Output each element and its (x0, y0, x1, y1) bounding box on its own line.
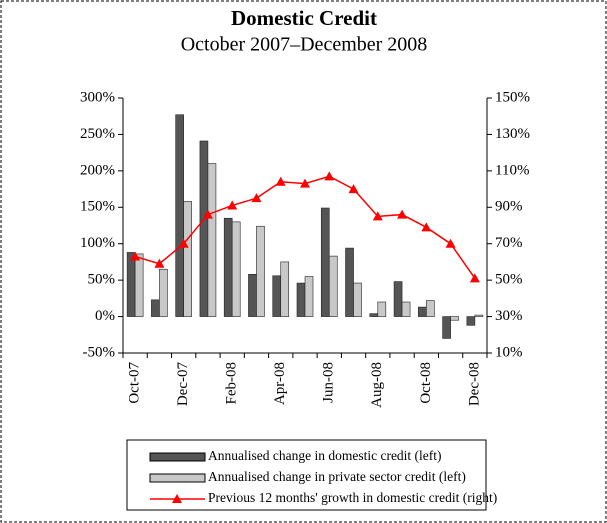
y2-tick-label: 50% (495, 272, 523, 288)
line-marker (421, 222, 432, 232)
chart-subtitle: October 2007–December 2008 (181, 34, 428, 56)
line-marker (251, 193, 262, 203)
y-tick-label: 100% (80, 235, 115, 251)
line-marker (397, 209, 408, 219)
bar (223, 217, 233, 317)
bar (353, 282, 362, 317)
bar (377, 301, 387, 317)
y-tick-label: 300% (80, 89, 115, 105)
bar (207, 163, 217, 317)
bar (199, 140, 209, 317)
line-marker (227, 200, 238, 210)
bar (418, 306, 427, 317)
bar (151, 299, 160, 317)
y-tick-label: 50% (88, 272, 116, 288)
x-tick-label: Apr-08 (272, 362, 288, 405)
bar (126, 252, 136, 317)
line-marker (154, 258, 165, 268)
bar (393, 281, 403, 317)
bar (296, 282, 306, 317)
line-marker (300, 178, 310, 188)
legend-swatch (149, 452, 206, 462)
legend-label: Annualised change in private sector cred… (208, 469, 466, 484)
bar (345, 247, 354, 317)
y-tick-label: 150% (80, 199, 115, 215)
bar (272, 275, 282, 317)
bar (304, 276, 314, 317)
line-marker (275, 176, 286, 186)
bar (256, 225, 265, 317)
line-marker (469, 273, 480, 283)
line-marker (178, 238, 189, 248)
y-tick-label: -50% (83, 344, 116, 360)
bar (280, 261, 290, 317)
x-tick-label: Feb-08 (224, 362, 240, 405)
bar (183, 201, 192, 317)
line-marker (445, 238, 456, 248)
bar (231, 221, 241, 317)
y2-tick-label: 150% (495, 89, 530, 105)
bar (426, 300, 435, 317)
bar (328, 255, 338, 317)
x-tick-label: Aug-08 (369, 362, 385, 408)
y2-tick-label: 30% (495, 308, 523, 324)
bar (175, 114, 184, 317)
line-marker (348, 184, 359, 194)
legend-label: Annualised change in domestic credit (le… (208, 448, 442, 463)
line-marker (130, 251, 141, 261)
line-marker (372, 211, 383, 221)
x-tick-label: Oct-07 (127, 362, 143, 404)
y2-tick-label: 130% (495, 126, 530, 142)
bar (466, 316, 476, 326)
bar (159, 268, 168, 317)
y2-tick-label: 70% (495, 235, 523, 251)
bar (401, 301, 411, 317)
legend-label: Previous 12 months' growth in domestic c… (208, 490, 497, 505)
y2-tick-label: 110% (495, 162, 529, 178)
bar (134, 253, 144, 317)
x-tick-label: Dec-08 (466, 362, 482, 406)
bar (320, 207, 330, 317)
bar (474, 314, 484, 317)
legend-marker (172, 494, 182, 503)
y-tick-label: 200% (80, 162, 115, 178)
y2-tick-label: 10% (495, 344, 523, 360)
y-tick-label: 0% (95, 308, 115, 324)
y2-tick-label: 90% (495, 199, 523, 215)
line-marker (202, 209, 213, 219)
bar (248, 274, 257, 317)
legend-swatch (149, 473, 206, 483)
bar (442, 316, 451, 339)
x-tick-label: Jun-08 (321, 362, 337, 403)
x-tick-label: Oct-08 (418, 362, 434, 404)
line-marker (324, 171, 335, 181)
bar (369, 313, 379, 317)
x-tick-label: Dec-07 (175, 362, 191, 407)
y-tick-label: 250% (80, 126, 115, 142)
bar (450, 316, 459, 321)
chart-title: Domestic Credit (231, 6, 377, 30)
